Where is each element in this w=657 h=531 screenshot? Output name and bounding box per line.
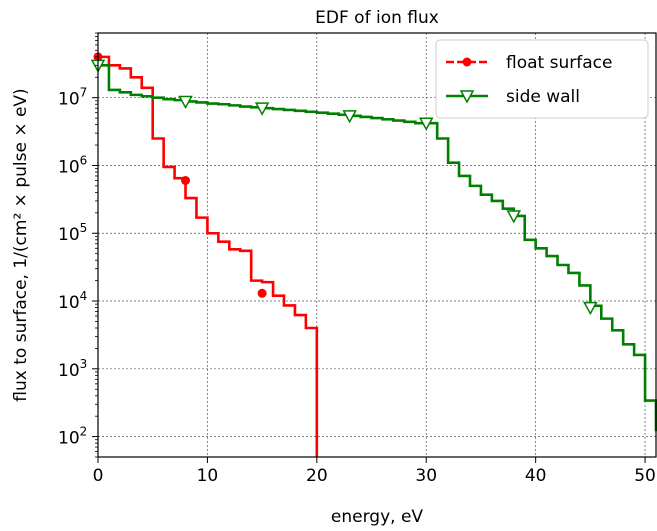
x-tick-label: 10 xyxy=(197,466,219,486)
legend-marker-side-wall xyxy=(459,90,475,104)
y-tick-base: 10 xyxy=(58,90,80,110)
y-tick-exponent: 4 xyxy=(80,289,88,303)
data-point-side-wall xyxy=(418,117,434,131)
y-tick-label: 106 xyxy=(58,153,87,177)
x-tick-label: 30 xyxy=(415,466,437,486)
data-point-side-wall xyxy=(506,210,522,224)
data-point-float-surface xyxy=(257,288,267,298)
data-point-side-wall xyxy=(178,95,193,110)
series-line-float-surface xyxy=(98,55,319,457)
y-tick-base: 10 xyxy=(58,157,80,177)
legend: float surface side wall xyxy=(435,39,649,119)
y-tick-base: 10 xyxy=(58,293,80,313)
y-tick-label: 102 xyxy=(58,425,87,449)
y-tick-exponent: 6 xyxy=(80,153,88,167)
plot-markers xyxy=(90,52,598,316)
x-tick-label: 0 xyxy=(93,466,104,486)
y-tick-base: 10 xyxy=(58,225,80,245)
series-line-side-wall xyxy=(98,64,657,432)
x-axis: 0 10 20 30 40 50 xyxy=(93,457,656,486)
data-point-side-wall xyxy=(342,110,357,124)
x-axis-label: energy, eV xyxy=(331,507,424,527)
y-tick-exponent: 3 xyxy=(80,357,88,371)
chart-title: EDF of ion flux xyxy=(315,8,439,28)
y-tick-label: 104 xyxy=(58,289,87,313)
legend-box xyxy=(435,39,649,119)
data-point-float-surface xyxy=(181,176,191,186)
data-point-side-wall xyxy=(583,301,598,316)
x-tick-label: 40 xyxy=(525,466,547,486)
grid xyxy=(97,33,656,457)
y-tick-label: 103 xyxy=(58,357,87,381)
data-point-side-wall xyxy=(254,102,270,116)
legend-marker-float-surface xyxy=(462,57,472,67)
y-tick-exponent: 2 xyxy=(80,425,88,439)
legend-label-float-surface: float surface xyxy=(506,53,612,73)
y-tick-base: 10 xyxy=(58,361,80,381)
plot-lines xyxy=(98,55,657,457)
y-axis-label: flux to surface, 1/(cm² × pulse × eV) xyxy=(11,88,31,401)
y-tick-base: 10 xyxy=(58,429,80,449)
y-tick-exponent: 5 xyxy=(80,221,88,235)
x-tick-label: 20 xyxy=(306,466,328,486)
x-tick-label: 50 xyxy=(634,466,656,486)
y-tick-exponent: 7 xyxy=(80,86,88,100)
plot-frame xyxy=(97,32,657,458)
legend-label-side-wall: side wall xyxy=(506,87,580,107)
y-tick-label: 105 xyxy=(58,221,87,245)
y-tick-label: 107 xyxy=(58,86,87,110)
